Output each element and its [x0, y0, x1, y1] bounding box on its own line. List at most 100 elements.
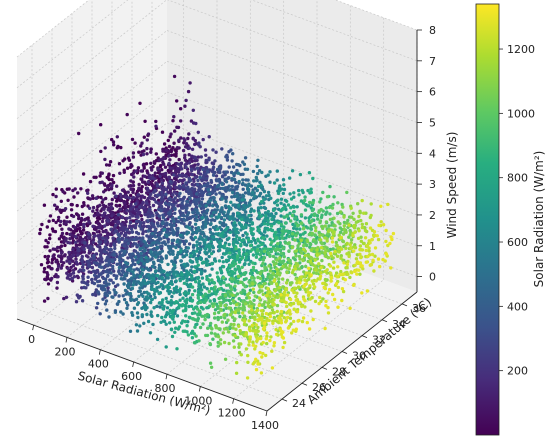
data-point	[223, 241, 228, 245]
data-point	[175, 314, 180, 318]
data-point	[54, 207, 59, 211]
data-point	[103, 240, 108, 244]
data-point	[81, 228, 86, 232]
data-point	[194, 280, 198, 284]
data-point	[241, 172, 245, 176]
data-point	[252, 268, 256, 272]
data-point	[175, 99, 179, 103]
data-point	[214, 192, 218, 196]
data-point	[245, 167, 250, 171]
data-point	[131, 270, 135, 274]
data-point	[353, 230, 357, 234]
data-point	[232, 322, 236, 327]
data-point	[272, 311, 276, 315]
data-point	[150, 168, 154, 172]
data-point	[122, 266, 126, 270]
data-point	[264, 293, 269, 298]
data-point	[218, 267, 223, 272]
data-point	[240, 265, 244, 269]
data-point	[146, 281, 150, 285]
data-point	[72, 250, 77, 255]
data-point	[119, 222, 124, 226]
data-point	[156, 193, 160, 197]
data-point	[319, 207, 323, 212]
data-point	[172, 219, 176, 223]
data-point	[208, 299, 212, 303]
data-point	[258, 257, 262, 261]
data-point	[292, 195, 296, 199]
data-point	[108, 278, 112, 282]
data-point	[176, 306, 180, 310]
data-point	[227, 341, 231, 346]
data-point	[152, 292, 156, 296]
data-point	[352, 217, 356, 221]
data-point	[209, 239, 213, 244]
data-point	[290, 245, 294, 249]
data-point	[307, 266, 311, 270]
data-point	[300, 319, 305, 324]
data-point	[248, 300, 252, 304]
data-point	[207, 135, 211, 139]
data-point	[264, 311, 269, 316]
data-point	[199, 200, 204, 205]
data-point	[155, 184, 160, 188]
data-point	[196, 226, 201, 230]
data-point	[203, 292, 208, 296]
data-point	[320, 242, 324, 246]
data-point	[99, 149, 103, 154]
data-point	[166, 262, 170, 267]
data-point	[164, 171, 168, 176]
data-point	[243, 206, 248, 210]
data-point	[120, 248, 124, 253]
data-point	[231, 293, 235, 297]
data-point	[149, 280, 154, 284]
data-point	[229, 255, 234, 259]
data-point	[130, 137, 135, 142]
data-point	[259, 200, 264, 204]
data-point	[219, 233, 223, 238]
data-point	[323, 236, 327, 240]
data-point	[103, 157, 107, 162]
data-point	[309, 224, 313, 228]
data-point	[83, 218, 87, 222]
data-point	[131, 171, 136, 175]
data-point	[256, 337, 260, 341]
data-point	[267, 318, 271, 323]
data-point	[190, 298, 195, 302]
data-point	[150, 314, 154, 318]
data-point	[278, 318, 282, 322]
data-point	[222, 210, 226, 214]
data-point	[210, 278, 214, 282]
data-point	[140, 141, 144, 145]
data-point	[315, 253, 320, 257]
data-point	[346, 218, 350, 223]
data-point	[90, 265, 95, 270]
data-point	[365, 289, 370, 293]
data-point	[329, 228, 334, 232]
data-point	[121, 312, 125, 316]
data-point	[162, 162, 166, 166]
data-point	[261, 279, 265, 283]
data-point	[77, 243, 82, 247]
data-point	[220, 223, 224, 227]
data-point	[300, 304, 304, 309]
data-point	[183, 163, 187, 167]
data-point	[363, 228, 368, 233]
data-point	[193, 197, 197, 202]
data-point	[223, 244, 227, 248]
data-point	[126, 241, 130, 246]
data-point	[123, 273, 127, 278]
data-point	[203, 225, 208, 229]
data-point	[159, 282, 164, 287]
data-point	[379, 204, 383, 208]
data-point	[208, 185, 212, 189]
data-point	[278, 236, 282, 241]
data-point	[268, 311, 273, 315]
data-point	[239, 242, 243, 247]
data-point	[313, 264, 317, 268]
data-point	[337, 250, 341, 254]
data-point	[360, 225, 364, 230]
data-point	[174, 279, 178, 283]
data-point	[195, 211, 200, 215]
data-point	[312, 238, 316, 242]
